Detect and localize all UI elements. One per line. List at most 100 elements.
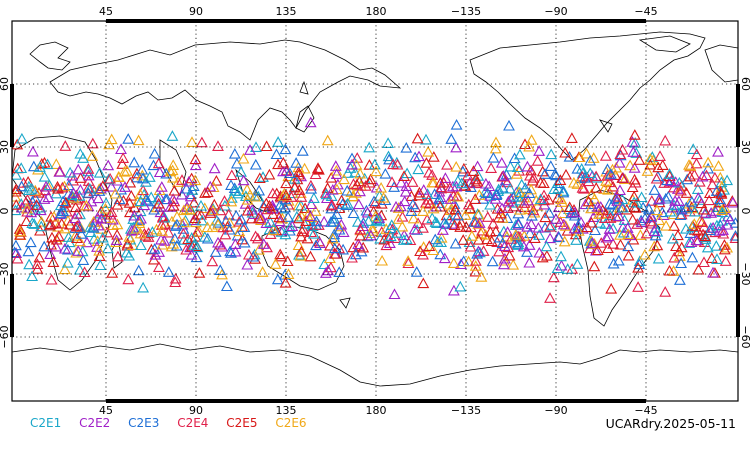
observation-marker [472, 218, 485, 229]
observation-marker [550, 169, 562, 181]
observation-marker [87, 222, 100, 233]
observation-marker [117, 152, 130, 163]
observation-marker [404, 234, 417, 246]
observation-marker [497, 258, 510, 270]
observation-marker [61, 243, 74, 255]
observation-marker [487, 151, 500, 163]
observation-marker [525, 134, 538, 145]
observation-marker [145, 243, 158, 255]
observation-marker [683, 237, 696, 248]
observation-marker [419, 196, 432, 208]
lon-label: 180 [366, 404, 387, 417]
observation-marker [473, 246, 486, 258]
observation-marker [536, 165, 549, 177]
observation-marker [531, 155, 544, 166]
observation-marker [193, 225, 205, 237]
observation-marker [652, 252, 665, 264]
observation-marker [228, 182, 241, 194]
observation-marker [468, 216, 481, 227]
observation-marker [244, 144, 256, 155]
observation-marker [469, 173, 482, 185]
observation-marker [325, 202, 338, 214]
observation-marker [551, 177, 564, 189]
observation-marker [64, 166, 77, 178]
observation-marker [188, 196, 201, 208]
observation-marker [380, 223, 393, 234]
observation-marker [304, 179, 317, 191]
observation-marker [177, 227, 190, 239]
observation-marker [256, 266, 269, 277]
observation-marker [444, 193, 457, 204]
observation-marker [260, 140, 273, 152]
observation-marker [189, 174, 202, 186]
observation-marker [560, 168, 572, 180]
observation-marker [629, 176, 642, 188]
observation-marker [455, 258, 467, 270]
observation-marker [687, 143, 700, 154]
observation-marker [593, 208, 605, 219]
observation-marker [61, 256, 74, 268]
observation-marker [408, 223, 421, 235]
observation-marker [271, 273, 284, 285]
observation-marker [656, 206, 669, 218]
observation-marker [292, 166, 305, 177]
observation-marker [182, 233, 195, 245]
observation-marker [21, 202, 33, 214]
observation-marker [353, 175, 366, 187]
observation-marker [645, 195, 658, 206]
observation-marker [292, 168, 305, 180]
observation-marker [375, 197, 388, 209]
observation-marker [600, 175, 613, 186]
observation-marker [665, 175, 678, 187]
observation-marker [124, 176, 137, 188]
observation-marker [412, 163, 425, 175]
observation-marker [12, 183, 23, 195]
observation-marker [525, 218, 538, 230]
observation-marker [469, 255, 482, 266]
observation-marker [363, 176, 376, 188]
observation-marker [603, 197, 616, 209]
observation-marker [512, 238, 525, 250]
frame-left-bar-top [10, 84, 14, 147]
observation-marker [116, 158, 129, 169]
observation-marker [193, 267, 206, 278]
lon-label: 45 [99, 404, 113, 417]
observation-marker [95, 212, 108, 224]
observation-marker [496, 181, 509, 193]
observation-marker [283, 167, 296, 179]
observation-marker [212, 140, 224, 151]
observation-marker [30, 199, 43, 210]
observation-marker [74, 222, 86, 234]
observation-marker [598, 212, 611, 223]
observation-marker [166, 130, 179, 141]
observation-marker [568, 209, 581, 221]
observation-marker [543, 220, 556, 232]
observation-marker [42, 191, 55, 203]
observation-marker [102, 173, 115, 185]
observation-marker [45, 238, 58, 250]
observation-marker [710, 185, 723, 196]
observation-marker [241, 193, 254, 205]
observation-marker [249, 158, 262, 170]
observation-marker [411, 132, 424, 144]
observation-marker [57, 195, 70, 207]
observation-marker [680, 201, 693, 213]
observation-marker [305, 198, 318, 210]
observation-marker [100, 197, 113, 208]
observation-marker [633, 154, 646, 165]
observation-marker [364, 229, 377, 241]
observation-marker [455, 216, 468, 228]
observation-marker [241, 204, 254, 216]
legend-item-c2e6: C2E6 [275, 416, 307, 430]
lat-label: −60 [739, 325, 750, 348]
observation-marker [369, 210, 382, 222]
observation-marker [238, 236, 251, 248]
observation-marker [212, 216, 225, 228]
observation-marker [614, 148, 627, 160]
observation-marker [294, 199, 307, 211]
observation-marker [69, 212, 82, 224]
observation-marker [299, 202, 312, 214]
observation-marker [508, 152, 521, 164]
observation-marker [450, 118, 463, 130]
observation-marker [580, 147, 593, 159]
